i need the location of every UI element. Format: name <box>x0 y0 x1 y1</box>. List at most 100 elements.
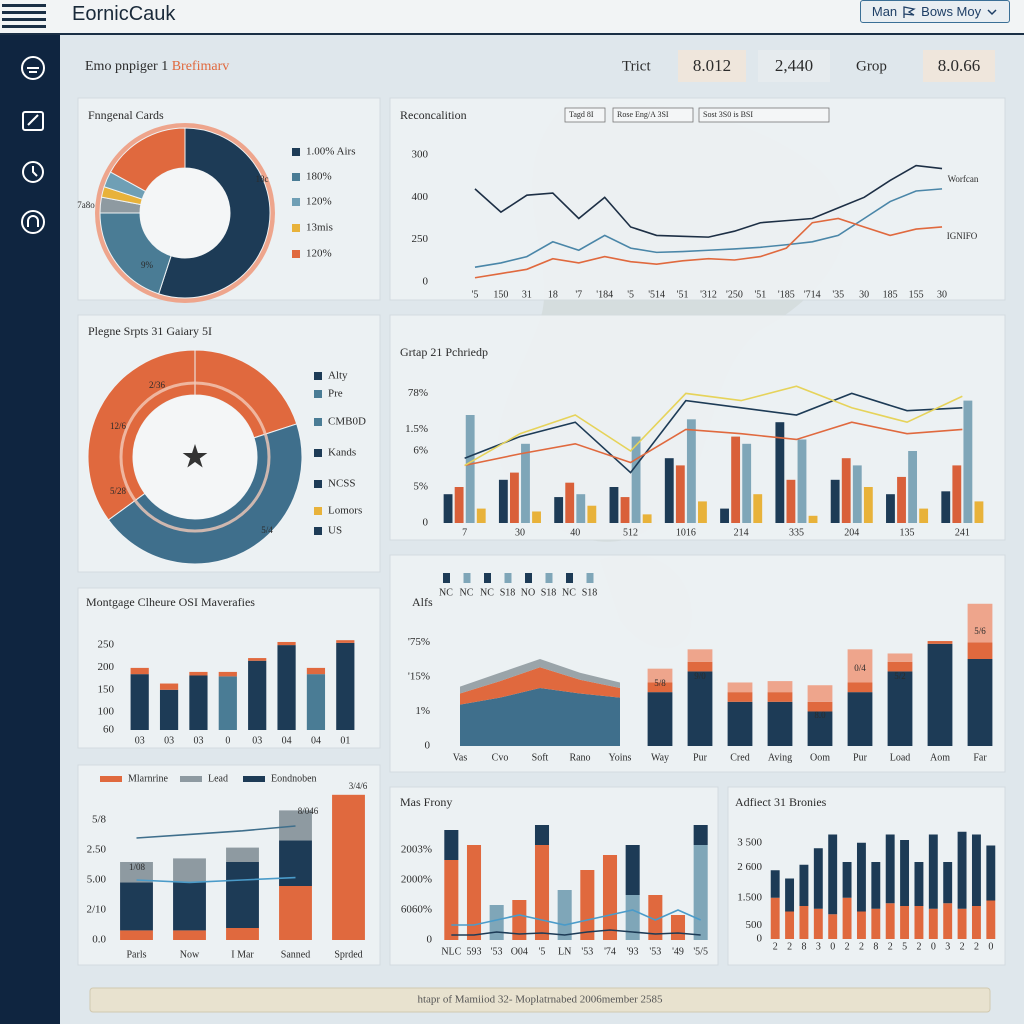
bar <box>647 668 673 683</box>
x-tick-label: 214 <box>734 527 749 538</box>
y-tick-label: 0 <box>427 934 433 946</box>
chart-title: Reconcalition <box>400 108 467 122</box>
legend-chip <box>612 107 694 123</box>
bar <box>830 479 840 523</box>
bar <box>720 508 729 523</box>
bar <box>727 692 753 702</box>
x-tick-label: '49 <box>672 946 684 957</box>
bar <box>887 661 913 672</box>
x-tick-label: '93 <box>627 946 639 957</box>
x-tick-label: Oom <box>810 752 830 763</box>
bar <box>767 692 793 702</box>
annotation: 8/046 <box>298 806 319 816</box>
bar <box>963 400 973 523</box>
menu-icon <box>903 5 916 18</box>
sidebar <box>0 35 60 1024</box>
x-tick-label: 5 <box>902 941 907 952</box>
bar <box>727 682 753 693</box>
page-heading: Emo pnpiger 1 Brefimarv <box>85 59 229 74</box>
bar <box>767 681 793 693</box>
bar <box>863 487 873 523</box>
stat-label: Grop <box>856 58 887 74</box>
y-tick-label: 250 <box>98 639 115 651</box>
annotation: 0/4 <box>854 663 866 673</box>
bar <box>664 458 674 523</box>
x-tick-label: 2 <box>845 941 850 952</box>
bar <box>602 855 618 940</box>
stat-value: 8.012 <box>693 56 731 75</box>
bar <box>226 928 259 940</box>
legend-label: NC <box>460 587 474 598</box>
menu-button[interactable]: Man Bows Moy <box>860 0 1010 23</box>
legend-label: Lead <box>208 773 228 784</box>
bar <box>785 878 795 912</box>
x-tick-label: 1016 <box>676 527 696 538</box>
bar <box>943 903 953 939</box>
star-icon <box>182 444 208 468</box>
nav-icon[interactable] <box>22 161 44 183</box>
bar <box>159 683 179 690</box>
bar <box>785 911 795 939</box>
annotation: 5/8 <box>654 678 666 688</box>
bar <box>928 834 938 909</box>
x-tick-label: Sprded <box>334 949 362 960</box>
bar <box>807 701 833 712</box>
bar <box>173 858 206 883</box>
y-tick-label: 2.50 <box>87 844 107 856</box>
bar <box>986 900 996 939</box>
bar <box>742 443 752 523</box>
legend-label: Eondnoben <box>271 773 317 784</box>
bar <box>986 845 996 901</box>
menu-caret <box>987 8 997 15</box>
bar <box>336 640 355 643</box>
bar <box>967 603 993 643</box>
legend-swatch <box>292 224 300 232</box>
nav-icon[interactable] <box>22 111 44 131</box>
y-tick-label: 60 <box>103 724 115 736</box>
x-tick-label: Cvo <box>492 752 509 763</box>
bar <box>534 825 550 845</box>
bar <box>799 906 809 939</box>
bar <box>693 825 708 845</box>
y-tick-label: 78% <box>408 387 428 399</box>
bar <box>173 930 206 940</box>
y-tick-label: 2/10 <box>86 904 106 916</box>
legend-label: Sost 3S0 is BSI <box>703 110 753 119</box>
x-tick-label: 30 <box>515 527 525 538</box>
stat-value: 8.0.66 <box>938 56 981 75</box>
x-tick-label: '5 <box>472 289 479 300</box>
bar <box>277 645 296 730</box>
sidebar-icons <box>21 56 45 234</box>
x-tick-label: 18 <box>548 289 558 300</box>
bar <box>565 482 575 523</box>
x-tick-label: 155 <box>909 289 924 300</box>
x-tick-label: 241 <box>955 527 970 538</box>
line <box>474 188 943 268</box>
bar <box>727 701 753 746</box>
bar <box>279 840 312 886</box>
y-tick-label: 0 <box>757 933 763 945</box>
x-tick-label: 30 <box>937 289 947 300</box>
annotation: 5/4 <box>261 525 273 535</box>
legend-swatch <box>443 573 450 583</box>
bar <box>642 514 652 523</box>
legend-swatch <box>545 573 553 583</box>
line <box>136 876 296 884</box>
bar <box>797 439 807 523</box>
legend-swatch <box>314 418 322 426</box>
chart-title: Mas Frony <box>400 795 452 809</box>
bar <box>770 897 780 939</box>
nav-icon[interactable] <box>21 56 45 80</box>
nav-icon[interactable] <box>21 210 45 234</box>
x-tick-label: Aom <box>930 752 950 763</box>
bar <box>770 870 780 898</box>
line <box>464 421 963 467</box>
bar <box>885 834 895 904</box>
x-tick-label: Cred <box>730 752 749 763</box>
bar <box>189 671 208 676</box>
chart-title: Grtap 21 Pchriedp <box>400 345 488 359</box>
bar <box>808 515 818 523</box>
y-tick-label: 1% <box>415 705 430 717</box>
bar <box>908 451 918 523</box>
annotation: 1/08 <box>129 862 146 872</box>
